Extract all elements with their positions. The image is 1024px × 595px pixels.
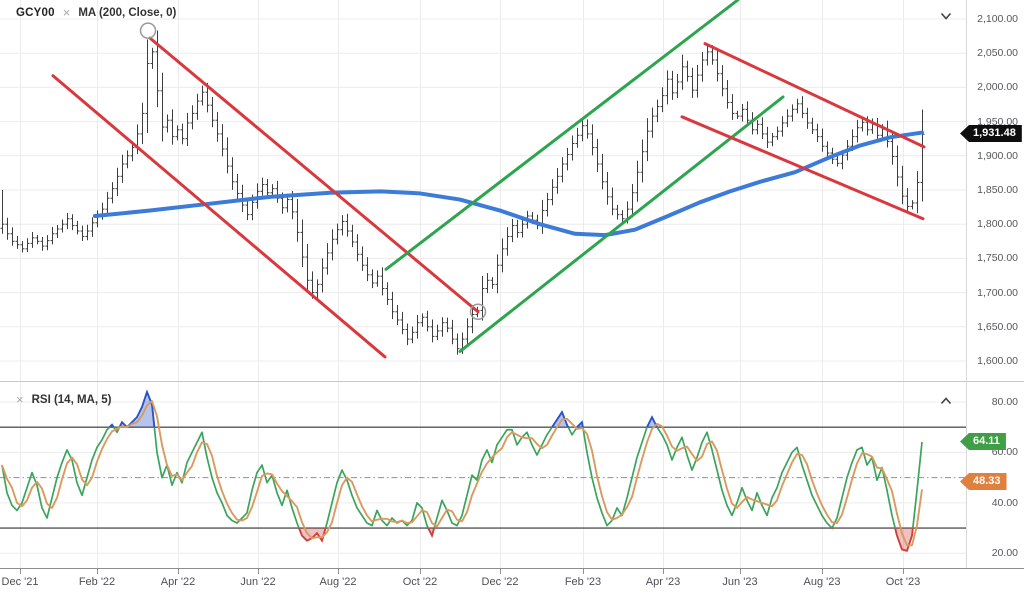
collapse-price-panel-button[interactable]	[940, 11, 952, 21]
expand-rsi-panel-button[interactable]	[940, 396, 952, 406]
time-axis-label: Oct '22	[402, 576, 438, 588]
time-axis[interactable]: Dec '21 Feb '22 Apr '22 Jun '22 Aug '22 Oct '…	[0, 568, 1024, 595]
price-axis-label: 1,650.00	[977, 320, 1018, 333]
price-axis-label: 1,900.00	[977, 149, 1018, 162]
time-axis-tick	[178, 569, 179, 574]
time-axis-label: Apr '23	[645, 576, 681, 588]
time-axis-tick	[97, 569, 98, 574]
time-axis-tick	[740, 569, 741, 574]
time-axis-label: Jun '23	[722, 576, 758, 588]
price-axis-label: 1,600.00	[977, 355, 1018, 367]
time-axis-tick	[663, 569, 664, 574]
rsi-axis-label: 80.00	[991, 396, 1018, 408]
rsi-panel-header: × RSI (14, MA, 5)	[14, 392, 112, 407]
price-axis-label: 2,000.00	[977, 81, 1018, 94]
time-axis-tick	[338, 569, 339, 574]
price-axis-label: 1,850.00	[977, 184, 1018, 196]
time-axis-tick	[20, 569, 21, 574]
ma-study-label[interactable]: MA (200, Close, 0)	[78, 7, 177, 19]
price-panel-header: GCY00 × MA (200, Close, 0)	[16, 5, 177, 20]
price-axis-label: 2,100.00	[977, 13, 1018, 25]
price-axis-label: 2,050.00	[977, 47, 1018, 60]
time-axis-label: Jun '22	[240, 576, 276, 588]
time-axis-label: Oct '23	[885, 576, 921, 588]
time-axis-label: Feb '23	[564, 576, 602, 588]
time-axis-label: Dec '22	[481, 576, 519, 588]
time-axis-label: Apr '22	[160, 576, 196, 588]
time-axis-label: Dec '21	[1, 576, 39, 588]
chevron-up-icon	[940, 397, 952, 405]
remove-ma-study-icon[interactable]: ×	[62, 5, 71, 20]
time-axis-label: Aug '22	[319, 576, 357, 588]
time-axis-tick	[258, 569, 259, 574]
price-axis-label: 1,950.00	[977, 115, 1018, 128]
time-axis-label: Feb '22	[78, 576, 116, 588]
price-axis-label: 1,750.00	[977, 252, 1018, 265]
price-axis-label: 1,800.00	[977, 218, 1018, 231]
rsi-study-label[interactable]: RSI (14, MA, 5)	[31, 394, 112, 406]
rsi-ma-value-badge: 48.33	[960, 473, 1007, 490]
price-axis-label: 1,700.00	[977, 286, 1018, 299]
remove-rsi-study-icon[interactable]: ×	[16, 392, 24, 407]
symbol-label[interactable]: GCY00	[16, 7, 55, 19]
price-axis[interactable]: 2,100.00 2,050.00 2,000.00 1,950.00 1,900.00…	[966, 0, 1024, 568]
time-axis-tick	[822, 569, 823, 574]
rsi-value-badge: 64.11	[960, 433, 1006, 450]
chevron-down-icon	[940, 12, 952, 20]
time-axis-tick	[500, 569, 501, 574]
time-axis-tick	[420, 569, 421, 574]
time-axis-tick	[903, 569, 904, 574]
last-price-badge: 1,931.48	[960, 125, 1022, 142]
rsi-axis-label: 20.00	[991, 547, 1018, 560]
rsi-axis-label: 40.00	[991, 496, 1018, 509]
time-axis-label: Aug '23	[803, 576, 841, 588]
time-axis-tick	[583, 569, 584, 574]
